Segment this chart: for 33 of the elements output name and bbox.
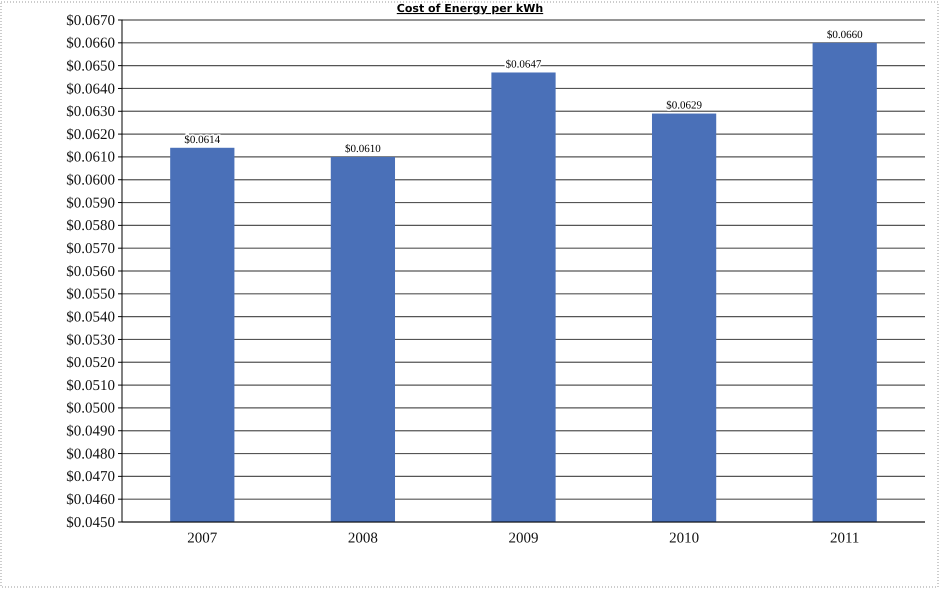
y-tick-label: $0.0480 — [66, 446, 115, 462]
y-tick-label: $0.0590 — [66, 195, 115, 212]
y-tick-label: $0.0530 — [66, 332, 115, 348]
x-tick-label: 2010 — [669, 530, 700, 547]
y-tick-label: $0.0500 — [66, 400, 115, 417]
y-tick-label: $0.0580 — [66, 218, 115, 234]
y-tick-label: $0.0630 — [66, 104, 115, 120]
x-tick-label: 2009 — [508, 530, 538, 547]
y-tick-label: $0.0450 — [66, 514, 115, 531]
data-label: $0.0629 — [666, 100, 702, 112]
y-tick-label: $0.0610 — [66, 150, 115, 166]
x-tick-label: 2011 — [830, 530, 860, 547]
y-tick-label: $0.0660 — [66, 36, 115, 52]
y-tick-label: $0.0640 — [66, 81, 115, 98]
x-tick-label: 2007 — [187, 530, 218, 547]
y-tick-label: $0.0670 — [66, 12, 115, 29]
data-label: $0.0660 — [826, 28, 864, 41]
y-tick-label: $0.0650 — [66, 58, 115, 74]
data-label: $0.0614 — [184, 134, 221, 146]
y-tick-label: $0.0620 — [66, 126, 115, 143]
y-tick-label: $0.0600 — [66, 172, 115, 189]
y-tick-label: $0.0560 — [66, 264, 115, 280]
y-tick-label: $0.0520 — [66, 355, 115, 372]
y-tick-label: $0.0490 — [66, 424, 115, 440]
y-tick-label: $0.0470 — [66, 469, 115, 486]
chart-title: Cost of Energy per kWh — [396, 2, 544, 15]
x-tick-label: 2008 — [348, 530, 378, 547]
y-tick-label: $0.0550 — [66, 286, 115, 303]
data-label: $0.0610 — [345, 142, 382, 155]
y-tick-label: $0.0540 — [66, 309, 115, 326]
y-tick-label: $0.0570 — [66, 240, 115, 257]
y-tick-label: $0.0510 — [66, 378, 115, 394]
y-tick-label: $0.0460 — [66, 492, 115, 508]
